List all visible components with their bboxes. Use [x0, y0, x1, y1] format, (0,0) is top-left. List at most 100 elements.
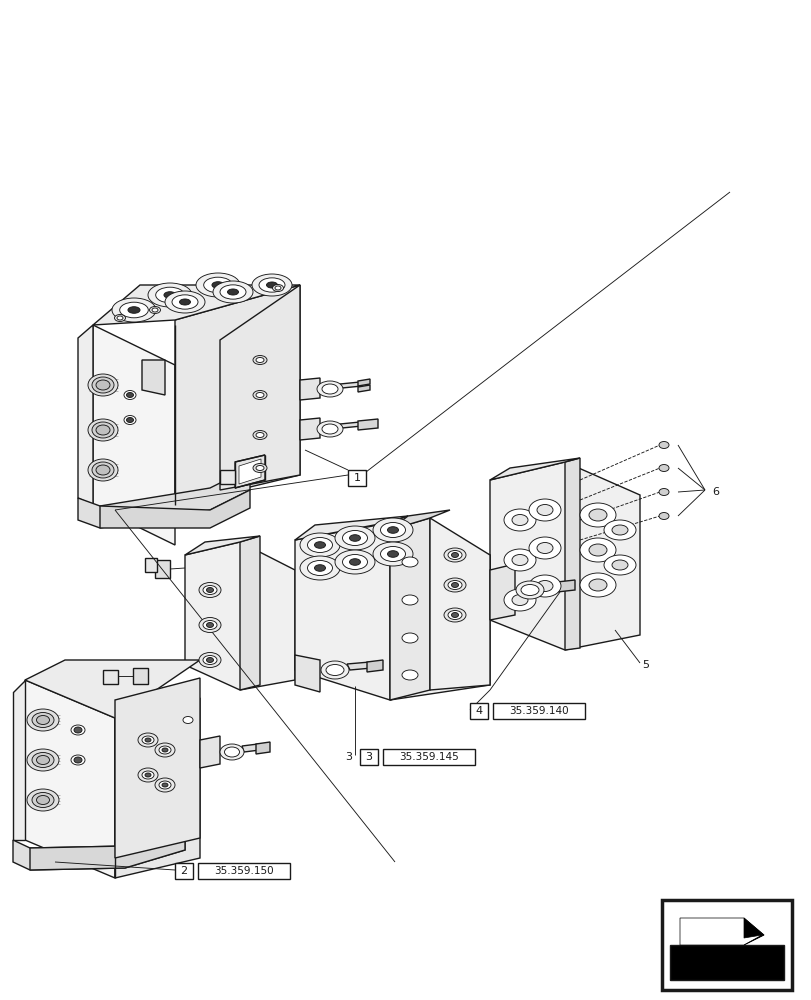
Ellipse shape	[172, 295, 198, 309]
Polygon shape	[155, 560, 169, 578]
Polygon shape	[358, 379, 370, 386]
Bar	[470, 703, 487, 719]
Ellipse shape	[224, 747, 239, 757]
Ellipse shape	[114, 314, 126, 322]
Ellipse shape	[401, 670, 418, 680]
Ellipse shape	[512, 554, 527, 566]
Polygon shape	[13, 680, 25, 840]
Ellipse shape	[322, 424, 337, 434]
Ellipse shape	[451, 612, 458, 617]
Ellipse shape	[212, 281, 253, 303]
Ellipse shape	[36, 715, 49, 724]
Polygon shape	[242, 744, 260, 752]
Polygon shape	[100, 490, 250, 528]
Ellipse shape	[27, 709, 59, 731]
Polygon shape	[25, 680, 115, 878]
Ellipse shape	[401, 595, 418, 605]
Ellipse shape	[307, 560, 332, 576]
Ellipse shape	[138, 768, 158, 782]
Ellipse shape	[299, 556, 340, 580]
Ellipse shape	[179, 299, 191, 305]
Polygon shape	[367, 660, 383, 672]
Polygon shape	[13, 828, 185, 870]
Ellipse shape	[515, 581, 543, 599]
Ellipse shape	[314, 565, 325, 571]
Ellipse shape	[203, 620, 217, 630]
Ellipse shape	[401, 557, 418, 567]
Ellipse shape	[316, 421, 342, 437]
Polygon shape	[489, 564, 514, 620]
Ellipse shape	[253, 430, 267, 440]
Text: 3: 3	[345, 752, 351, 762]
Ellipse shape	[342, 530, 367, 546]
Ellipse shape	[162, 748, 168, 752]
Text: 3: 3	[365, 752, 372, 762]
Ellipse shape	[112, 298, 156, 322]
Ellipse shape	[448, 550, 461, 560]
Ellipse shape	[148, 283, 191, 307]
Ellipse shape	[253, 464, 267, 473]
Ellipse shape	[92, 377, 114, 393]
Ellipse shape	[255, 466, 264, 471]
Ellipse shape	[372, 518, 413, 542]
Ellipse shape	[145, 738, 151, 742]
Ellipse shape	[227, 289, 238, 295]
Polygon shape	[299, 418, 320, 440]
Polygon shape	[142, 360, 165, 395]
Ellipse shape	[203, 585, 217, 594]
Ellipse shape	[314, 542, 325, 548]
Ellipse shape	[96, 380, 109, 390]
Ellipse shape	[142, 736, 154, 744]
Ellipse shape	[88, 459, 118, 481]
Ellipse shape	[127, 392, 133, 397]
Ellipse shape	[316, 381, 342, 397]
Ellipse shape	[212, 282, 224, 288]
Ellipse shape	[588, 544, 607, 556]
Polygon shape	[220, 285, 299, 490]
Polygon shape	[175, 285, 299, 505]
Ellipse shape	[299, 533, 340, 557]
Ellipse shape	[448, 610, 461, 619]
Bar	[175, 863, 193, 879]
Polygon shape	[389, 510, 449, 530]
Polygon shape	[234, 455, 264, 488]
Ellipse shape	[512, 514, 527, 526]
Ellipse shape	[253, 390, 267, 399]
Ellipse shape	[92, 462, 114, 478]
Polygon shape	[389, 518, 430, 700]
Ellipse shape	[165, 291, 204, 313]
Polygon shape	[299, 378, 320, 400]
Ellipse shape	[325, 664, 344, 676]
Ellipse shape	[611, 560, 627, 570]
Ellipse shape	[588, 579, 607, 591]
Polygon shape	[358, 385, 370, 392]
Polygon shape	[679, 918, 763, 945]
Ellipse shape	[380, 546, 405, 562]
Ellipse shape	[380, 522, 405, 538]
Ellipse shape	[307, 538, 332, 552]
Polygon shape	[294, 522, 489, 700]
Polygon shape	[340, 382, 362, 388]
Ellipse shape	[155, 778, 175, 792]
Ellipse shape	[117, 316, 122, 320]
Ellipse shape	[96, 425, 109, 435]
Polygon shape	[255, 742, 270, 754]
Polygon shape	[541, 582, 561, 589]
Ellipse shape	[156, 287, 184, 303]
Polygon shape	[78, 325, 93, 505]
Ellipse shape	[206, 622, 213, 628]
Ellipse shape	[71, 725, 85, 735]
Ellipse shape	[74, 727, 82, 733]
Ellipse shape	[155, 743, 175, 757]
Ellipse shape	[528, 575, 560, 597]
Ellipse shape	[204, 277, 232, 293]
Polygon shape	[743, 918, 763, 945]
Ellipse shape	[659, 442, 668, 448]
Polygon shape	[430, 518, 489, 690]
Polygon shape	[669, 945, 783, 980]
Ellipse shape	[322, 384, 337, 394]
Polygon shape	[93, 285, 299, 325]
Ellipse shape	[71, 755, 85, 765]
Ellipse shape	[199, 617, 221, 632]
Polygon shape	[358, 419, 378, 430]
